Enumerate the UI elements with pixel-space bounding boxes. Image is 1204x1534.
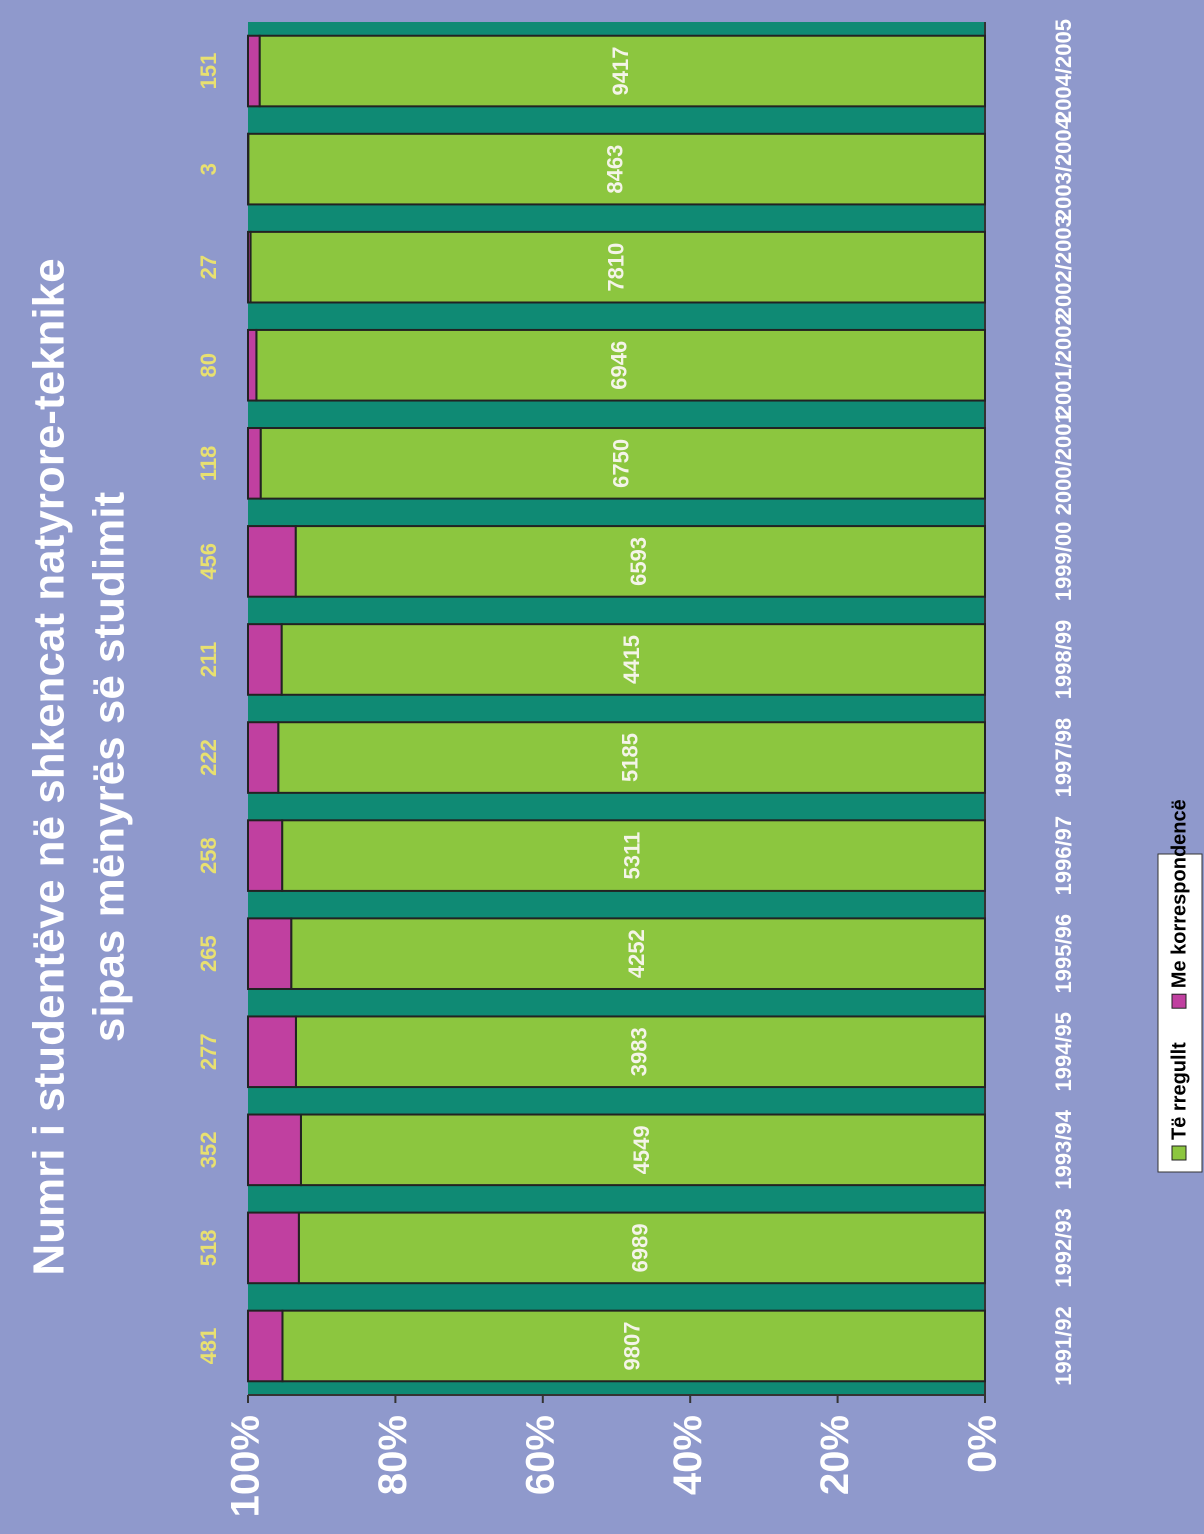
data-label: 4549 (629, 1125, 654, 1174)
data-label: 3 (196, 163, 221, 175)
x-tick-label: 1994/95 (1051, 1012, 1076, 1092)
legend-swatch (1171, 1145, 1187, 1161)
chart-frame: Numri i studentëve në shkencat natyrore-… (25, 19, 1203, 1517)
y-tick-label: 20% (813, 1415, 857, 1495)
data-label: 6750 (609, 439, 634, 488)
x-tick-label: 2001/2002 (1051, 313, 1076, 417)
bar-segment (247, 34, 261, 108)
data-label: 518 (196, 1230, 221, 1267)
data-label: 456 (196, 543, 221, 580)
legend-label: Me korrespondencë (1168, 799, 1190, 988)
data-label: 5311 (619, 832, 644, 880)
data-label: 151 (196, 53, 221, 90)
plot-area (248, 22, 985, 1395)
bar-segment (247, 1015, 297, 1089)
legend-box (1157, 853, 1203, 1173)
legend-label: Të rregullt (1168, 1042, 1190, 1140)
data-label: 481 (196, 1328, 221, 1365)
x-tick-label: 2003/2004 (1051, 116, 1076, 221)
y-tick-label: 100% (224, 1415, 268, 1517)
data-label: 80 (196, 353, 221, 377)
data-label: 222 (196, 739, 221, 776)
data-label: 9417 (608, 47, 633, 96)
y-tick-label: 40% (666, 1415, 710, 1495)
data-label: 258 (196, 837, 221, 874)
data-label: 352 (196, 1131, 221, 1168)
data-label: 118 (196, 446, 221, 482)
data-label: 6989 (628, 1223, 653, 1272)
chart-title: Numri i studentëve në shkencat natyrore-… (25, 258, 74, 1275)
x-tick-label: 1992/93 (1051, 1208, 1076, 1288)
x-tick-label: 2000/2001 (1051, 411, 1076, 515)
bar-segment (247, 1113, 302, 1187)
data-label: 6593 (626, 537, 651, 586)
data-label: 211 (196, 642, 221, 678)
bar-segment (247, 427, 262, 500)
data-label: 4252 (624, 929, 649, 978)
bar-segment (247, 328, 258, 402)
bar-segment (247, 721, 280, 794)
data-label: 277 (196, 1033, 221, 1070)
y-tick-label: 80% (371, 1415, 415, 1495)
chart-title: sipas mënyrës së studimit (85, 492, 134, 1043)
data-label: 265 (196, 935, 221, 972)
x-tick-label: 1997/98 (1051, 718, 1076, 798)
x-tick-label: 2002/2003 (1051, 215, 1076, 319)
x-tick-label: 1993/94 (1051, 1109, 1076, 1189)
x-tick-label: 1995/96 (1051, 914, 1076, 994)
x-tick-label: 2004/2005 (1051, 19, 1076, 123)
data-label: 5185 (617, 733, 642, 782)
data-label: 7810 (604, 243, 629, 292)
data-label: 8463 (602, 145, 627, 194)
legend-swatch (1171, 993, 1187, 1009)
bar-segment (247, 1211, 300, 1285)
bar-segment (247, 1309, 284, 1383)
y-tick-label: 60% (518, 1415, 562, 1495)
data-label: 3983 (626, 1027, 651, 1076)
bar-segment (247, 230, 252, 304)
data-label: 9807 (620, 1321, 645, 1370)
bar-segment (247, 819, 284, 892)
bar-segment (247, 525, 297, 598)
data-label: 4415 (619, 635, 644, 684)
bar-segment (247, 917, 293, 990)
bar-segment (247, 623, 283, 696)
data-label: 27 (196, 255, 221, 279)
x-tick-label: 1996/97 (1051, 816, 1076, 896)
x-tick-label: 1991/92 (1051, 1306, 1076, 1386)
x-tick-label: 1998/99 (1051, 620, 1076, 700)
data-label: 6946 (607, 341, 632, 390)
y-tick-label: 0% (961, 1415, 1005, 1473)
x-tick-label: 1999/00 (1051, 522, 1076, 602)
